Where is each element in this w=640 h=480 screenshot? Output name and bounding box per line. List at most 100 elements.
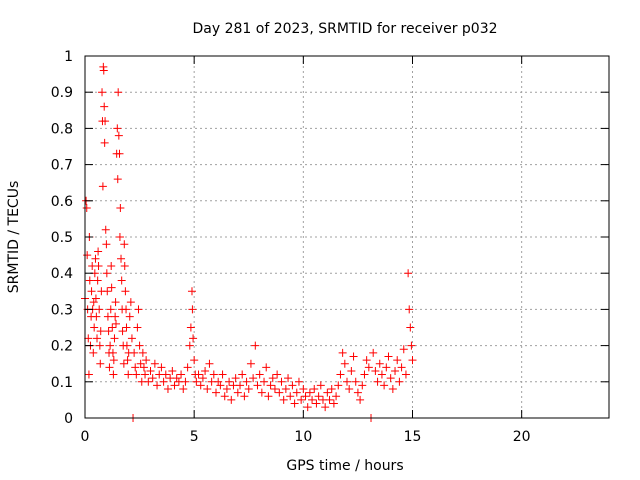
- data-point: [141, 370, 150, 379]
- data-point: [375, 359, 384, 368]
- data-point: [82, 204, 91, 213]
- data-point: [109, 370, 118, 379]
- data-point: [294, 377, 303, 386]
- data-point: [242, 377, 251, 386]
- data-point: [275, 388, 284, 397]
- data-point: [192, 377, 201, 386]
- data-point: [297, 395, 306, 404]
- data-point: [104, 327, 113, 336]
- data-point: [255, 370, 264, 379]
- data-point: [187, 287, 196, 296]
- data-point: [314, 392, 323, 401]
- data-point: [203, 385, 212, 394]
- x-tick-label: 15: [404, 429, 422, 445]
- data-point: [264, 392, 273, 401]
- data-point: [96, 359, 105, 368]
- data-point: [183, 363, 192, 372]
- data-point: [111, 298, 120, 307]
- data-point: [131, 363, 140, 372]
- data-point: [163, 385, 172, 394]
- data-point: [135, 341, 144, 350]
- x-axis-label: GPS time / hours: [286, 458, 403, 474]
- data-point: [201, 366, 210, 375]
- data-point: [362, 356, 371, 365]
- data-point: [244, 385, 253, 394]
- data-point: [116, 204, 125, 213]
- data-point: [386, 374, 395, 383]
- data-point: [198, 374, 207, 383]
- data-point: [120, 261, 129, 270]
- x-tick-label: 5: [190, 429, 199, 445]
- data-point: [369, 348, 378, 357]
- data-point: [251, 341, 260, 350]
- data-point: [146, 366, 155, 375]
- data-point: [121, 287, 130, 296]
- data-point: [153, 381, 162, 390]
- data-point: [110, 334, 119, 343]
- data-point: [321, 403, 330, 412]
- data-point: [277, 377, 286, 386]
- data-point: [108, 323, 117, 332]
- data-point: [395, 377, 404, 386]
- data-point: [114, 88, 123, 97]
- data-point: [345, 385, 354, 394]
- y-tick-label: 0.2: [51, 339, 73, 355]
- data-point: [138, 348, 147, 357]
- data-point: [130, 348, 139, 357]
- y-tick-label: 0.1: [51, 375, 73, 391]
- data-point: [303, 403, 312, 412]
- data-point: [312, 399, 321, 408]
- data-point: [190, 356, 199, 365]
- data-point: [93, 334, 102, 343]
- data-point: [188, 305, 197, 314]
- data-point: [89, 348, 98, 357]
- data-point: [257, 388, 266, 397]
- data-point: [305, 388, 314, 397]
- data-point: [284, 374, 293, 383]
- data-point: [240, 392, 249, 401]
- data-point: [93, 276, 102, 285]
- data-point: [103, 312, 112, 321]
- data-point: [340, 359, 349, 368]
- data-point: [388, 385, 397, 394]
- data-point: [118, 327, 127, 336]
- data-point: [120, 240, 129, 249]
- data-point: [327, 385, 336, 394]
- data-point: [89, 298, 98, 307]
- data-point: [231, 374, 240, 383]
- data-point: [205, 359, 214, 368]
- data-point: [186, 323, 195, 332]
- data-point: [106, 305, 115, 314]
- data-point: [99, 66, 108, 75]
- data-point: [347, 366, 356, 375]
- data-point: [227, 395, 236, 404]
- data-point: [92, 312, 101, 321]
- y-tick-label: 0.6: [51, 194, 73, 210]
- data-point: [132, 370, 141, 379]
- data-point: [115, 233, 124, 241]
- data-point: [83, 251, 92, 260]
- data-point: [290, 399, 299, 408]
- data-point: [262, 363, 271, 372]
- data-point: [136, 359, 145, 368]
- data-point: [102, 240, 111, 249]
- data-point: [85, 276, 94, 285]
- x-tick-label: 20: [513, 429, 531, 445]
- data-point: [351, 377, 360, 386]
- data-point: [105, 363, 114, 372]
- data-point: [336, 370, 345, 379]
- data-point: [397, 363, 406, 372]
- data-point: [391, 366, 400, 375]
- data-point: [84, 370, 93, 379]
- data-point: [150, 359, 159, 368]
- data-point: [90, 323, 99, 332]
- data-point: [194, 370, 203, 379]
- data-point: [382, 363, 391, 372]
- data-point: [270, 385, 279, 394]
- data-point: [358, 381, 367, 390]
- data-point: [127, 334, 136, 343]
- y-tick-label: 0.3: [51, 302, 73, 318]
- data-point: [338, 348, 347, 357]
- data-point: [380, 381, 389, 390]
